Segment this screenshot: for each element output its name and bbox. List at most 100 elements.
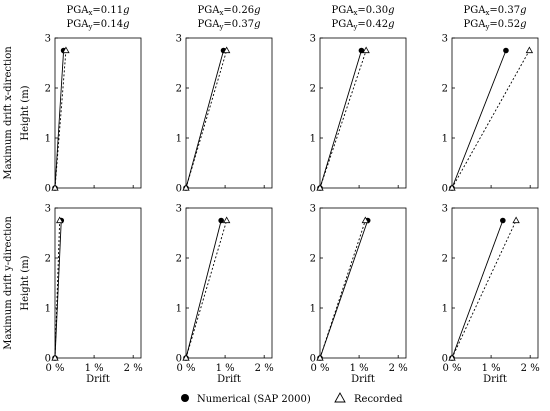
y-tick-label: 0 xyxy=(45,354,51,365)
x-tick-label: 2 % xyxy=(255,363,274,374)
x-axis-label: Drift xyxy=(86,374,110,385)
x-tick-label: 1 % xyxy=(85,363,104,374)
recorded-point xyxy=(62,46,70,54)
y-tick-label: 0 xyxy=(442,354,448,365)
y-tick-label: 3 xyxy=(310,34,316,45)
y-tick-label: 2 xyxy=(176,254,182,265)
recorded-point xyxy=(56,216,64,224)
y-tick-label: 3 xyxy=(176,34,182,45)
recorded-point xyxy=(316,353,324,361)
recorded-point xyxy=(448,183,456,191)
recorded-line xyxy=(54,50,67,189)
pga-prefix: PGA xyxy=(332,19,355,30)
row-label-direction: Maximum drift y-direction xyxy=(3,216,14,350)
pga-prefix: PGA xyxy=(198,5,221,16)
pga-prefix: PGA xyxy=(464,19,487,30)
y-tick-label: 1 xyxy=(45,134,51,145)
row-labels: Maximum drift x-direction Height (m) Maxim… xyxy=(3,46,31,350)
x-axis-label: Drift xyxy=(483,374,507,385)
y-tick-label: 1 xyxy=(310,304,316,315)
pga-unit: g xyxy=(254,5,260,16)
pga-subscript: x xyxy=(219,9,223,17)
pga-value: =0.37 xyxy=(489,5,520,16)
panel-frame xyxy=(185,207,273,359)
y-tick-label: 0 xyxy=(442,184,448,195)
recorded-point xyxy=(182,353,190,361)
numerical-line xyxy=(451,220,504,359)
x-tick-label: 2 % xyxy=(389,363,408,374)
y-tick-label: 1 xyxy=(45,304,51,315)
recorded-point xyxy=(448,353,456,361)
panel-x-direction-0: 0 1 2 3 xyxy=(45,34,142,195)
y-tick-label: 3 xyxy=(176,204,182,215)
pga-subscript: y xyxy=(218,23,223,31)
y-tick-label: 0 xyxy=(45,184,51,195)
column-headers: PGAx=0.11gPGAy=0.14gPGAx=0.26gPGAy=0.37g… xyxy=(67,5,527,31)
legend: Numerical (SAP 2000) Recorded xyxy=(181,392,403,405)
pga-prefix: PGA xyxy=(332,5,355,16)
pga-x-header: PGAx=0.30g xyxy=(332,5,395,17)
panel-x-direction-1: 0 1 2 3 xyxy=(176,34,273,195)
pga-value: =0.37 xyxy=(223,19,254,30)
y-tick-label: 3 xyxy=(310,204,316,215)
y-tick-label: 2 xyxy=(45,254,51,265)
pga-prefix: PGA xyxy=(198,19,221,30)
x-tick-label: 0 % xyxy=(45,363,64,374)
recorded-point xyxy=(361,216,370,224)
pga-value: =0.52 xyxy=(489,19,520,30)
y-tick-label: 2 xyxy=(442,84,448,95)
pga-subscript: y xyxy=(87,23,92,31)
pga-y-header: PGAy=0.42g xyxy=(332,19,395,31)
panel-frame xyxy=(54,207,142,359)
pga-y-header: PGAy=0.37g xyxy=(198,19,261,31)
panel-x-direction-3: 0 1 2 3 xyxy=(442,34,539,195)
recorded-point xyxy=(222,216,231,224)
row-label-direction: Maximum drift x-direction xyxy=(3,46,14,180)
numerical-line xyxy=(185,50,224,189)
panel-y-direction-0: 0 1 2 3 0 % 1 % 2 % Drift xyxy=(45,204,143,386)
pga-subscript: x xyxy=(353,9,357,17)
recorded-point xyxy=(316,183,324,191)
panel-frame xyxy=(451,207,539,359)
numerical-point xyxy=(503,47,509,54)
legend-recorded-label: Recorded xyxy=(354,394,403,405)
numerical-line xyxy=(54,220,62,359)
pga-unit: g xyxy=(123,5,129,16)
recorded-point xyxy=(512,216,520,224)
x-tick-label: 1 % xyxy=(350,363,369,374)
recorded-point xyxy=(182,183,190,191)
y-tick-label: 1 xyxy=(176,304,182,315)
pga-prefix: PGA xyxy=(67,19,90,30)
panel-y-direction-1: 0 1 2 3 0 % 1 % 2 % Drift xyxy=(176,204,274,386)
recorded-line xyxy=(451,220,517,359)
recorded-line xyxy=(185,50,228,189)
y-tick-label: 0 xyxy=(176,184,182,195)
recorded-line xyxy=(451,50,530,189)
row-label-height: Height (m) xyxy=(20,85,31,140)
panel-frame xyxy=(54,37,142,189)
pga-subscript: y xyxy=(352,23,357,31)
x-tick-label: 1 % xyxy=(216,363,235,374)
pga-unit: g xyxy=(520,5,526,16)
pga-value: =0.14 xyxy=(92,19,123,30)
numerical-line xyxy=(54,50,65,189)
recorded-point xyxy=(51,353,59,361)
pga-subscript: x xyxy=(88,9,92,17)
pga-subscript: y xyxy=(484,23,489,31)
y-tick-label: 2 xyxy=(310,254,316,265)
panel-frame xyxy=(185,37,273,189)
x-tick-label: 1 % xyxy=(482,363,501,374)
numerical-point xyxy=(358,47,365,54)
pga-value: =0.11 xyxy=(92,5,123,16)
y-tick-label: 1 xyxy=(442,304,448,315)
numerical-line xyxy=(185,220,222,359)
y-tick-label: 3 xyxy=(442,204,448,215)
numerical-point xyxy=(500,217,506,224)
recorded-line xyxy=(54,220,61,359)
y-tick-label: 2 xyxy=(45,84,51,95)
y-tick-label: 0 xyxy=(310,184,316,195)
pga-prefix: PGA xyxy=(67,5,90,16)
y-tick-label: 2 xyxy=(310,84,316,95)
pga-x-header: PGAx=0.11g xyxy=(67,5,130,17)
